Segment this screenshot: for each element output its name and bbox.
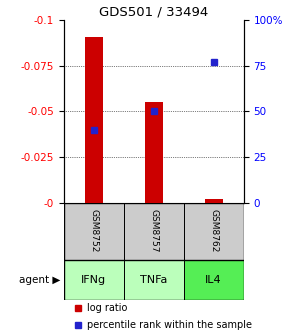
Bar <box>145 102 163 203</box>
Title: GDS501 / 33494: GDS501 / 33494 <box>99 6 208 19</box>
Text: IL4: IL4 <box>205 275 222 285</box>
FancyBboxPatch shape <box>124 203 184 260</box>
Text: agent ▶: agent ▶ <box>19 275 61 285</box>
Bar <box>205 199 223 203</box>
FancyBboxPatch shape <box>184 260 244 300</box>
FancyBboxPatch shape <box>64 203 124 260</box>
Text: GSM8752: GSM8752 <box>89 210 98 253</box>
FancyBboxPatch shape <box>64 260 124 300</box>
Text: log ratio: log ratio <box>87 303 128 313</box>
Text: percentile rank within the sample: percentile rank within the sample <box>87 320 252 330</box>
Text: IFNg: IFNg <box>81 275 106 285</box>
Text: GSM8762: GSM8762 <box>209 210 218 253</box>
FancyBboxPatch shape <box>184 203 244 260</box>
Text: TNFa: TNFa <box>140 275 167 285</box>
FancyBboxPatch shape <box>124 260 184 300</box>
Text: GSM8757: GSM8757 <box>149 209 158 253</box>
Bar <box>85 37 103 203</box>
